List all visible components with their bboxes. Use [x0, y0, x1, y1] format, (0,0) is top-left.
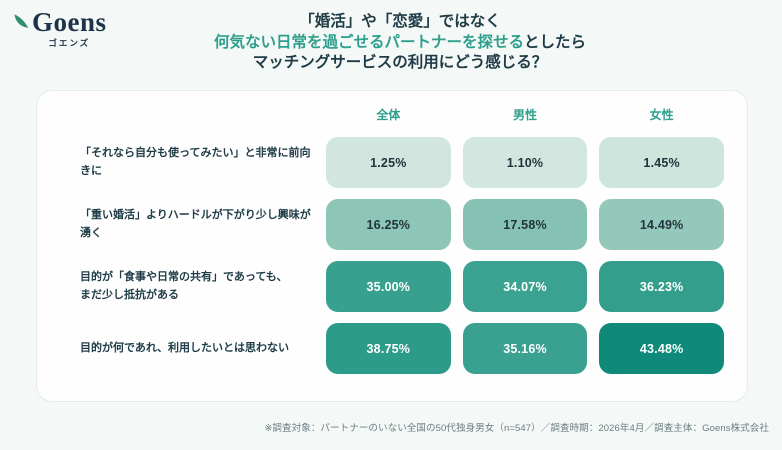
- value-cell: 16.25%: [326, 199, 451, 250]
- value-cell: 14.49%: [599, 199, 724, 250]
- value-cell: 35.16%: [462, 323, 588, 374]
- value-cell: 17.58%: [462, 199, 588, 250]
- row-label: 目的が「食事や日常の共有」であっても、 まだ少し抵抗がある: [80, 271, 288, 301]
- column-header-overall: 全体: [376, 108, 401, 122]
- value-cell: 43.48%: [599, 323, 724, 374]
- survey-result-card: 全体 男性 女性 「それなら自分も使ってみたい」と非常に前向きに 1.25% 1…: [36, 90, 748, 402]
- row-label: 「重い婚活」よりハードルが下がり少し興味が湧く: [80, 209, 311, 239]
- title-highlight: 何気ない日常を過ごせるパートナーを探せる: [213, 33, 524, 51]
- value-cell: 1.25%: [326, 137, 451, 188]
- value-cell: 36.23%: [599, 261, 724, 312]
- header-spacer: [37, 103, 314, 126]
- row-label: 「それなら自分も使ってみたい」と非常に前向きに: [80, 147, 311, 177]
- leaf-icon: [14, 14, 29, 28]
- title-line-1: 「婚活」や「恋愛」ではなく: [299, 13, 501, 30]
- value-cell: 38.75%: [326, 323, 451, 374]
- value-cell: 1.45%: [599, 137, 724, 188]
- page-title: 「婚活」や「恋愛」ではなく 何気ない日常を過ごせるパートナーを探せるとしたら マ…: [0, 12, 782, 74]
- column-header-male: 男性: [512, 108, 537, 122]
- survey-footnote: ※調査対象：パートナーのいない全国の50代独身男女（n=547）／調査時期：20…: [264, 423, 769, 434]
- row-label: 目的が何であれ、利用したいとは思わない: [80, 341, 289, 354]
- title-line-3: マッチングサービスの利用にどう感じる？: [252, 54, 548, 71]
- value-cell: 1.10%: [462, 137, 588, 188]
- title-line-2-rest: としたら: [524, 33, 587, 51]
- logo-subtitle: ゴエンズ: [48, 38, 91, 48]
- title-line-2: 何気ない日常を過ごせるパートナーを探せるとしたら: [18, 33, 782, 54]
- value-cell: 35.00%: [326, 261, 451, 312]
- column-header-female: 女性: [649, 108, 674, 122]
- logo-name: Goens: [32, 7, 107, 37]
- goens-logo: Goens ゴエンズ: [13, 8, 107, 49]
- value-cell: 34.07%: [462, 261, 588, 312]
